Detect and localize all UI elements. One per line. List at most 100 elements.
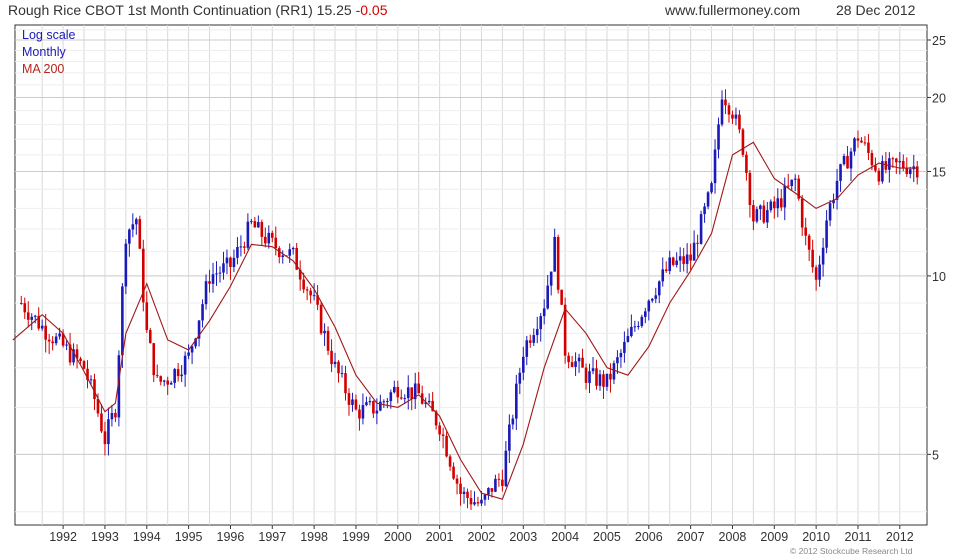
candle-body: [588, 371, 591, 383]
candle-body: [319, 304, 323, 334]
candle-body: [330, 350, 333, 365]
candle-body: [229, 257, 232, 268]
candle-body: [30, 316, 34, 320]
candle-body: [445, 435, 448, 457]
candle-body: [881, 161, 884, 182]
candle-body: [316, 295, 319, 305]
candle-body: [528, 340, 532, 343]
candle-body: [93, 379, 96, 400]
candle-body: [365, 402, 368, 406]
candle-body: [326, 330, 330, 351]
candle-body: [72, 349, 75, 363]
candle-body: [82, 361, 86, 369]
candle-body: [379, 401, 382, 411]
candle-body: [577, 357, 581, 362]
grid-lines: [15, 25, 927, 525]
candle-body: [434, 411, 438, 426]
candle-body: [253, 221, 257, 228]
candle-body: [644, 311, 647, 317]
candle-body: [47, 339, 51, 342]
x-tick-label: 1997: [258, 530, 286, 544]
candle-body: [417, 383, 421, 394]
candle-body: [340, 373, 344, 375]
candle-body: [647, 300, 651, 312]
candle-body: [832, 199, 835, 204]
candle-body: [895, 158, 898, 163]
candle-body: [462, 491, 466, 494]
candle-body: [89, 379, 93, 381]
candle-body: [295, 247, 298, 270]
candle-body: [567, 355, 570, 363]
candle-body: [225, 257, 229, 264]
x-tick-label: 2003: [509, 530, 537, 544]
candle-body: [305, 289, 309, 291]
candle-body: [581, 357, 584, 368]
candle-body: [86, 368, 89, 380]
candle-body: [135, 219, 138, 225]
candle-body: [441, 434, 445, 436]
candle-body: [291, 247, 295, 250]
candle-body: [825, 220, 828, 248]
candle-body: [574, 361, 577, 367]
candle-body: [473, 502, 476, 505]
candle-body: [476, 502, 480, 504]
candle-body: [755, 209, 759, 222]
x-tick-label: 1996: [217, 530, 245, 544]
candle-body: [58, 333, 61, 337]
candle-body: [257, 221, 260, 228]
candle-body: [759, 205, 762, 210]
candle-body: [427, 400, 431, 403]
candle-body: [438, 425, 441, 435]
title-text: Rough Rice CBOT 1st Month Continuation (…: [8, 2, 352, 18]
x-tick-label: 1995: [175, 530, 203, 544]
x-tick-label: 2002: [468, 530, 496, 544]
plot-area: [14, 24, 928, 526]
candle-body: [260, 221, 264, 237]
copyright-credit: © 2012 Stockcube Research Ltd: [790, 546, 913, 556]
candle-body: [591, 368, 595, 372]
candle-body: [839, 164, 842, 181]
candle-body: [215, 273, 218, 275]
candle-body: [532, 335, 536, 343]
legend-scale: Log scale: [22, 28, 76, 42]
candle-body: [539, 316, 543, 330]
candle-body: [386, 401, 389, 403]
candle-body: [309, 290, 312, 296]
candle-body: [399, 397, 403, 399]
candle-body: [351, 399, 354, 405]
candle-body: [103, 431, 107, 445]
ma-200-line: [12, 141, 919, 500]
candle-body: [466, 491, 469, 498]
candle-body: [828, 203, 832, 221]
candle-body: [682, 256, 685, 264]
candle-body: [891, 158, 895, 160]
candle-body: [396, 386, 400, 398]
candle-body: [793, 178, 797, 180]
candle-body: [393, 386, 396, 393]
candle-body: [654, 295, 658, 299]
candle-body: [773, 201, 776, 209]
candle-body: [549, 271, 553, 286]
candle-body: [560, 289, 563, 305]
candle-body: [783, 185, 787, 208]
price-change: -0.05: [355, 2, 388, 18]
x-tick-label: 2007: [677, 530, 705, 544]
website-label[interactable]: www.fullermoney.com: [665, 2, 801, 18]
candle-body: [455, 478, 459, 484]
candle-body: [800, 198, 804, 228]
candle-body: [685, 254, 689, 264]
candle-body: [277, 248, 281, 258]
y-tick-label: 5: [932, 448, 939, 462]
y-axis-ticks: 5 10 15 20 25: [927, 34, 946, 462]
candle-body: [835, 180, 839, 200]
candle-body: [497, 478, 501, 480]
candle-body: [699, 214, 703, 244]
candle-body: [333, 361, 337, 365]
candle-body: [114, 413, 117, 418]
candle-body: [26, 312, 30, 320]
candle-body: [155, 375, 159, 377]
candle-body: [661, 269, 665, 282]
candle-body: [344, 373, 347, 394]
candle-body: [337, 361, 340, 374]
candle-body: [678, 256, 682, 261]
